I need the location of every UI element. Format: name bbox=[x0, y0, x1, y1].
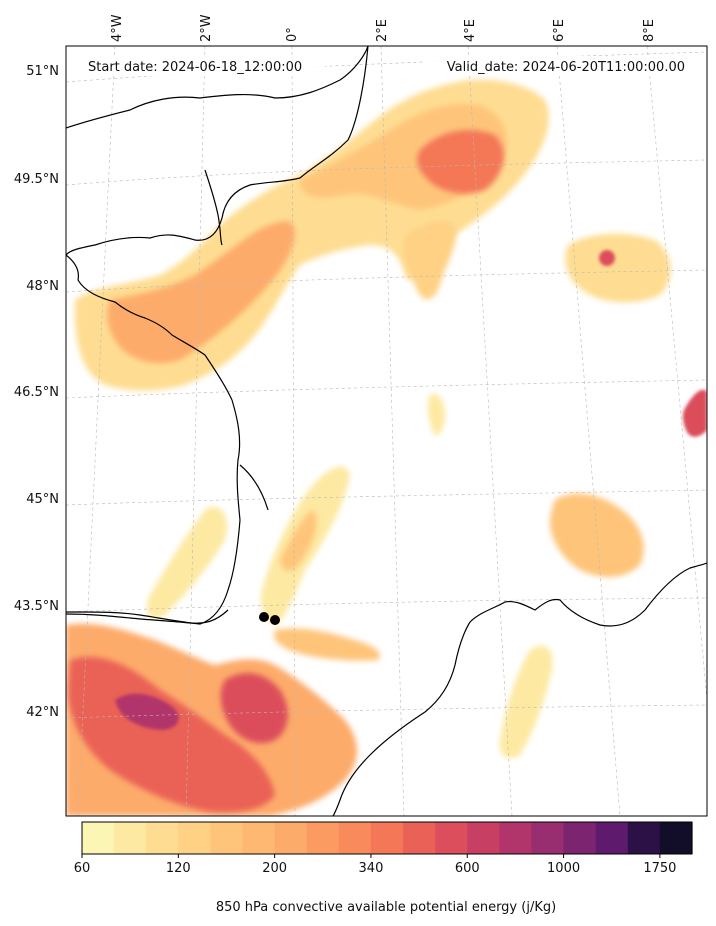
cape-region-ardennes-core bbox=[417, 130, 504, 194]
colorbar-swatch bbox=[403, 822, 436, 854]
start-date-background bbox=[80, 56, 325, 76]
colorbar-swatches bbox=[82, 822, 693, 854]
colorbar-ticks: 60 120 200 340 600 1000 1750 bbox=[74, 854, 676, 876]
cape-region-central-strip bbox=[427, 393, 446, 436]
colorbar-tick-label: 60 bbox=[74, 861, 91, 876]
cape-region-pyrenees-band bbox=[274, 628, 380, 661]
colorbar-swatch bbox=[435, 822, 468, 854]
coast-biscay bbox=[66, 399, 241, 625]
latitude-labels: 51°N 49.5°N 48°N 46.5°N 45°N 43.5°N 42°N bbox=[14, 64, 59, 720]
coast-gironde bbox=[239, 464, 269, 511]
colorbar-swatch bbox=[563, 822, 597, 854]
lat-label: 51°N bbox=[26, 64, 59, 79]
location-markers bbox=[259, 612, 280, 625]
colorbar: 60 120 200 340 600 1000 1750 850 hPa convectiv… bbox=[74, 821, 693, 915]
colorbar-tick-label: 1750 bbox=[643, 861, 676, 876]
colorbar-swatch bbox=[178, 822, 212, 854]
graticule bbox=[66, 46, 707, 816]
lat-label: 46.5°N bbox=[14, 385, 59, 400]
lat-label: 49.5°N bbox=[14, 172, 59, 187]
colorbar-swatch bbox=[210, 822, 244, 854]
coast-med-france bbox=[469, 562, 707, 627]
lat-label: 45°N bbox=[26, 492, 59, 507]
cape-cell-alsace bbox=[599, 250, 615, 266]
location-dot-icon bbox=[270, 615, 280, 625]
coast-france-north bbox=[66, 46, 369, 256]
colorbar-swatch bbox=[114, 822, 147, 854]
lon-label: 0° bbox=[285, 27, 300, 42]
lon-label: 4°E bbox=[463, 19, 478, 42]
lat-label: 42°N bbox=[26, 705, 59, 720]
colorbar-swatch bbox=[531, 822, 565, 854]
colorbar-title: 850 hPa convective available potential e… bbox=[216, 900, 556, 915]
colorbar-swatch bbox=[274, 822, 308, 854]
colorbar-swatch bbox=[338, 822, 372, 854]
coastlines bbox=[66, 46, 707, 816]
colorbar-swatch bbox=[627, 822, 661, 854]
colorbar-swatch bbox=[146, 822, 179, 854]
colorbar-swatch bbox=[659, 822, 693, 854]
cape-region-massif-alpine bbox=[549, 493, 644, 577]
cape-region-iberia-core bbox=[68, 656, 275, 813]
start-date-label: Start date: 2024-06-18_12:00:00 bbox=[88, 60, 302, 75]
cape-region-iberia-hot bbox=[115, 693, 179, 730]
colorbar-swatch bbox=[370, 822, 404, 854]
lat-label: 48°N bbox=[26, 279, 59, 294]
coast-spain-north bbox=[66, 609, 229, 624]
lon-label: 2°E bbox=[375, 19, 390, 42]
colorbar-tick-label: 340 bbox=[359, 861, 384, 876]
lon-label: 8°E bbox=[642, 19, 657, 42]
cape-region-brittany-core bbox=[107, 221, 295, 364]
colorbar-tick-label: 600 bbox=[455, 861, 480, 876]
location-dot-icon bbox=[259, 612, 269, 622]
lon-label: 6°E bbox=[552, 19, 567, 42]
lat-label: 43.5°N bbox=[14, 599, 59, 614]
colorbar-swatch bbox=[306, 822, 340, 854]
cape-region-ebro bbox=[220, 673, 288, 744]
longitude-labels: 4°W 2°W 0° 2°E 4°E 6°E 8°E bbox=[110, 14, 657, 42]
colorbar-frame bbox=[81, 821, 693, 855]
colorbar-swatch bbox=[82, 822, 115, 854]
colorbar-tick-label: 120 bbox=[166, 861, 191, 876]
coast-england-south bbox=[66, 46, 369, 129]
valid-date-label: Valid_date: 2024-06-20T11:00:00.00 bbox=[447, 60, 685, 75]
colorbar-tick-label: 1000 bbox=[547, 861, 580, 876]
coast-cotentin bbox=[204, 169, 223, 246]
map-panel bbox=[66, 46, 707, 816]
colorbar-tick-label: 200 bbox=[262, 861, 287, 876]
colorbar-swatch bbox=[242, 822, 276, 854]
map-frame bbox=[65, 45, 708, 817]
cape-region-alps-edge bbox=[682, 389, 707, 437]
cape-region-toulouse-core bbox=[280, 510, 317, 571]
coast-brittany bbox=[66, 254, 233, 401]
cape-region-med-strip bbox=[499, 645, 553, 759]
cape-region-lorraine bbox=[403, 220, 457, 300]
colorbar-swatch bbox=[595, 822, 629, 854]
cape-field-layer bbox=[66, 79, 707, 816]
valid-date-background bbox=[424, 56, 692, 76]
colorbar-swatch bbox=[467, 822, 500, 854]
lon-label: 4°W bbox=[110, 14, 125, 42]
coast-spain-east bbox=[332, 621, 471, 816]
cape-region-alsace-cell bbox=[565, 233, 671, 303]
colorbar-swatch bbox=[499, 822, 533, 854]
lon-label: 2°W bbox=[199, 14, 214, 42]
cape-region-aquitaine-strip bbox=[146, 506, 228, 619]
